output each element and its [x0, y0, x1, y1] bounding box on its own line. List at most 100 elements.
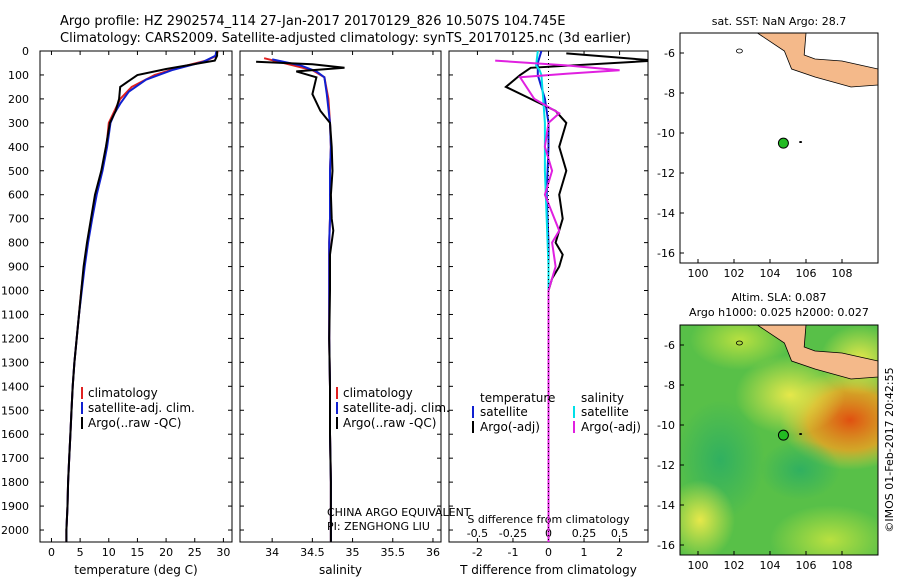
depth-tick-label: 1100	[1, 308, 29, 321]
map-lon-label: 102	[724, 559, 745, 572]
legend-entry: satellite-adj. clim.	[88, 401, 195, 415]
series-satellite	[271, 58, 332, 542]
x-tick-label: -1	[507, 546, 518, 559]
float-pi: PI: ZENGHONG LIU	[327, 520, 430, 533]
sla-map-subtitle: Argo h1000: 0.025 h2000: 0.027	[689, 306, 869, 319]
x-tick-label: 35.5	[381, 546, 406, 559]
map-lon-label: 100	[688, 267, 709, 280]
map-lat-label: -16	[657, 539, 675, 552]
x-top-tick-label: -0.25	[499, 527, 527, 540]
legend-entry: satellite-adj. clim.	[343, 401, 450, 415]
panel-temperature: 0 5 10 15 20 25 30 temperature (deg C) climatolo…	[39, 50, 233, 577]
sst-map-title: sat. SST: NaN Argo: 28.7	[712, 15, 846, 28]
map-lon-label: 104	[760, 559, 781, 572]
map-lat-label: -16	[657, 247, 675, 260]
series-argo	[65, 51, 219, 542]
map-lon-label: 108	[832, 267, 853, 280]
imos-credit: ©IMOS 01-Feb-2017 20:42:55	[883, 367, 896, 532]
x-tick-label: 5	[77, 546, 84, 559]
series-satellite	[65, 51, 218, 542]
depth-tick-label: 1900	[1, 500, 29, 513]
legend-entry: Argo(..raw -QC)	[88, 416, 181, 430]
x-axis-label: T difference from climatology	[459, 563, 637, 577]
depth-tick-label: 1200	[1, 332, 29, 345]
x-tick-label: 36	[426, 546, 440, 559]
depth-tick-label: 100	[8, 69, 29, 82]
depth-tick-label: 1700	[1, 452, 29, 465]
legend-entry: climatology	[88, 386, 158, 400]
legend-heading: salinity	[581, 391, 624, 405]
depth-tick-label: 1000	[1, 285, 29, 298]
map-lat-label: -14	[657, 207, 675, 220]
legend-entry: climatology	[343, 386, 413, 400]
panel-salinity: 34 34.5 35 35.5 36 salinity climatologysatelli…	[239, 50, 471, 577]
series-s-argo-adj-	[495, 59, 620, 542]
map-lon-label: 100	[688, 559, 709, 572]
map-lat-label: -6	[664, 47, 675, 60]
legend-entry: Argo(-adj)	[480, 420, 540, 434]
legend-entry: Argo(-adj)	[581, 420, 641, 434]
depth-tick-label: 1600	[1, 428, 29, 441]
sla-map-title: Altim. SLA: 0.087	[731, 291, 826, 304]
depth-tick-label: 1800	[1, 476, 29, 489]
float-position-marker	[777, 429, 789, 441]
depth-tick-label: 400	[8, 141, 29, 154]
christmas-island	[799, 433, 803, 435]
christmas-island	[799, 141, 803, 143]
panel-frame	[239, 50, 442, 543]
legend-entry: satellite	[581, 405, 629, 419]
x-tick-label: 34	[265, 546, 279, 559]
sla-anomaly	[735, 355, 845, 435]
depth-tick-label: 2000	[1, 524, 29, 537]
map-lat-label: -6	[664, 339, 675, 352]
float-program: CHINA ARGO EQUIVALENT	[327, 506, 471, 519]
climatology-title: Climatology: CARS2009. Satellite-adjuste…	[60, 31, 631, 46]
depth-tick-label: 200	[8, 93, 29, 106]
x-tick-label: 34.5	[300, 546, 325, 559]
x-tick-label: 15	[130, 546, 144, 559]
depth-tick-label: 500	[8, 165, 29, 178]
x-axis-label: salinity	[319, 563, 362, 577]
java-land	[756, 33, 878, 88]
depth-tick-label: 700	[8, 213, 29, 226]
depth-tick-label: 0	[22, 45, 29, 58]
map-lon-label: 102	[724, 267, 745, 280]
map-lat-label: -8	[664, 87, 675, 100]
island	[736, 340, 743, 346]
series-t-satellite	[536, 51, 550, 542]
island	[736, 48, 743, 54]
series-argo	[256, 60, 345, 542]
java-land	[756, 325, 878, 380]
legend-entry: Argo(..raw -QC)	[343, 416, 436, 430]
legend-heading: temperature	[480, 391, 555, 405]
map-lon-label: 106	[796, 267, 817, 280]
map-lat-label: -12	[657, 459, 675, 472]
depth-tick-label: 1400	[1, 380, 29, 393]
map-lat-label: -10	[657, 127, 675, 140]
depth-tick-label: 600	[8, 189, 29, 202]
map-lon-label: 106	[796, 559, 817, 572]
x-tick-label: 0	[545, 546, 552, 559]
series-climatology	[65, 51, 219, 542]
x-tick-label: 10	[102, 546, 116, 559]
series-t-argo-adj-	[504, 52, 648, 542]
x-tick-label: -2	[472, 546, 483, 559]
x-top-tick-label: -0.5	[467, 527, 488, 540]
map-lon-label: 108	[832, 559, 853, 572]
x-tick-label: 20	[159, 546, 173, 559]
sla-anomaly	[690, 325, 790, 370]
x-tick-label: 35	[346, 546, 360, 559]
legend-entry: satellite	[480, 405, 528, 419]
sla-map: 100 102 104 106 108 -6 -8 -10 -12 -14 -16	[657, 324, 879, 572]
series-climatology	[263, 57, 332, 542]
map-lat-label: -12	[657, 167, 675, 180]
x-tick-label: 30	[216, 546, 230, 559]
sla-anomaly	[770, 505, 878, 555]
x-tick-label: 0	[48, 546, 55, 559]
map-lat-label: -10	[657, 419, 675, 432]
depth-tick-label: 1500	[1, 404, 29, 417]
float-position-marker	[777, 137, 789, 149]
map-frame	[679, 32, 879, 264]
